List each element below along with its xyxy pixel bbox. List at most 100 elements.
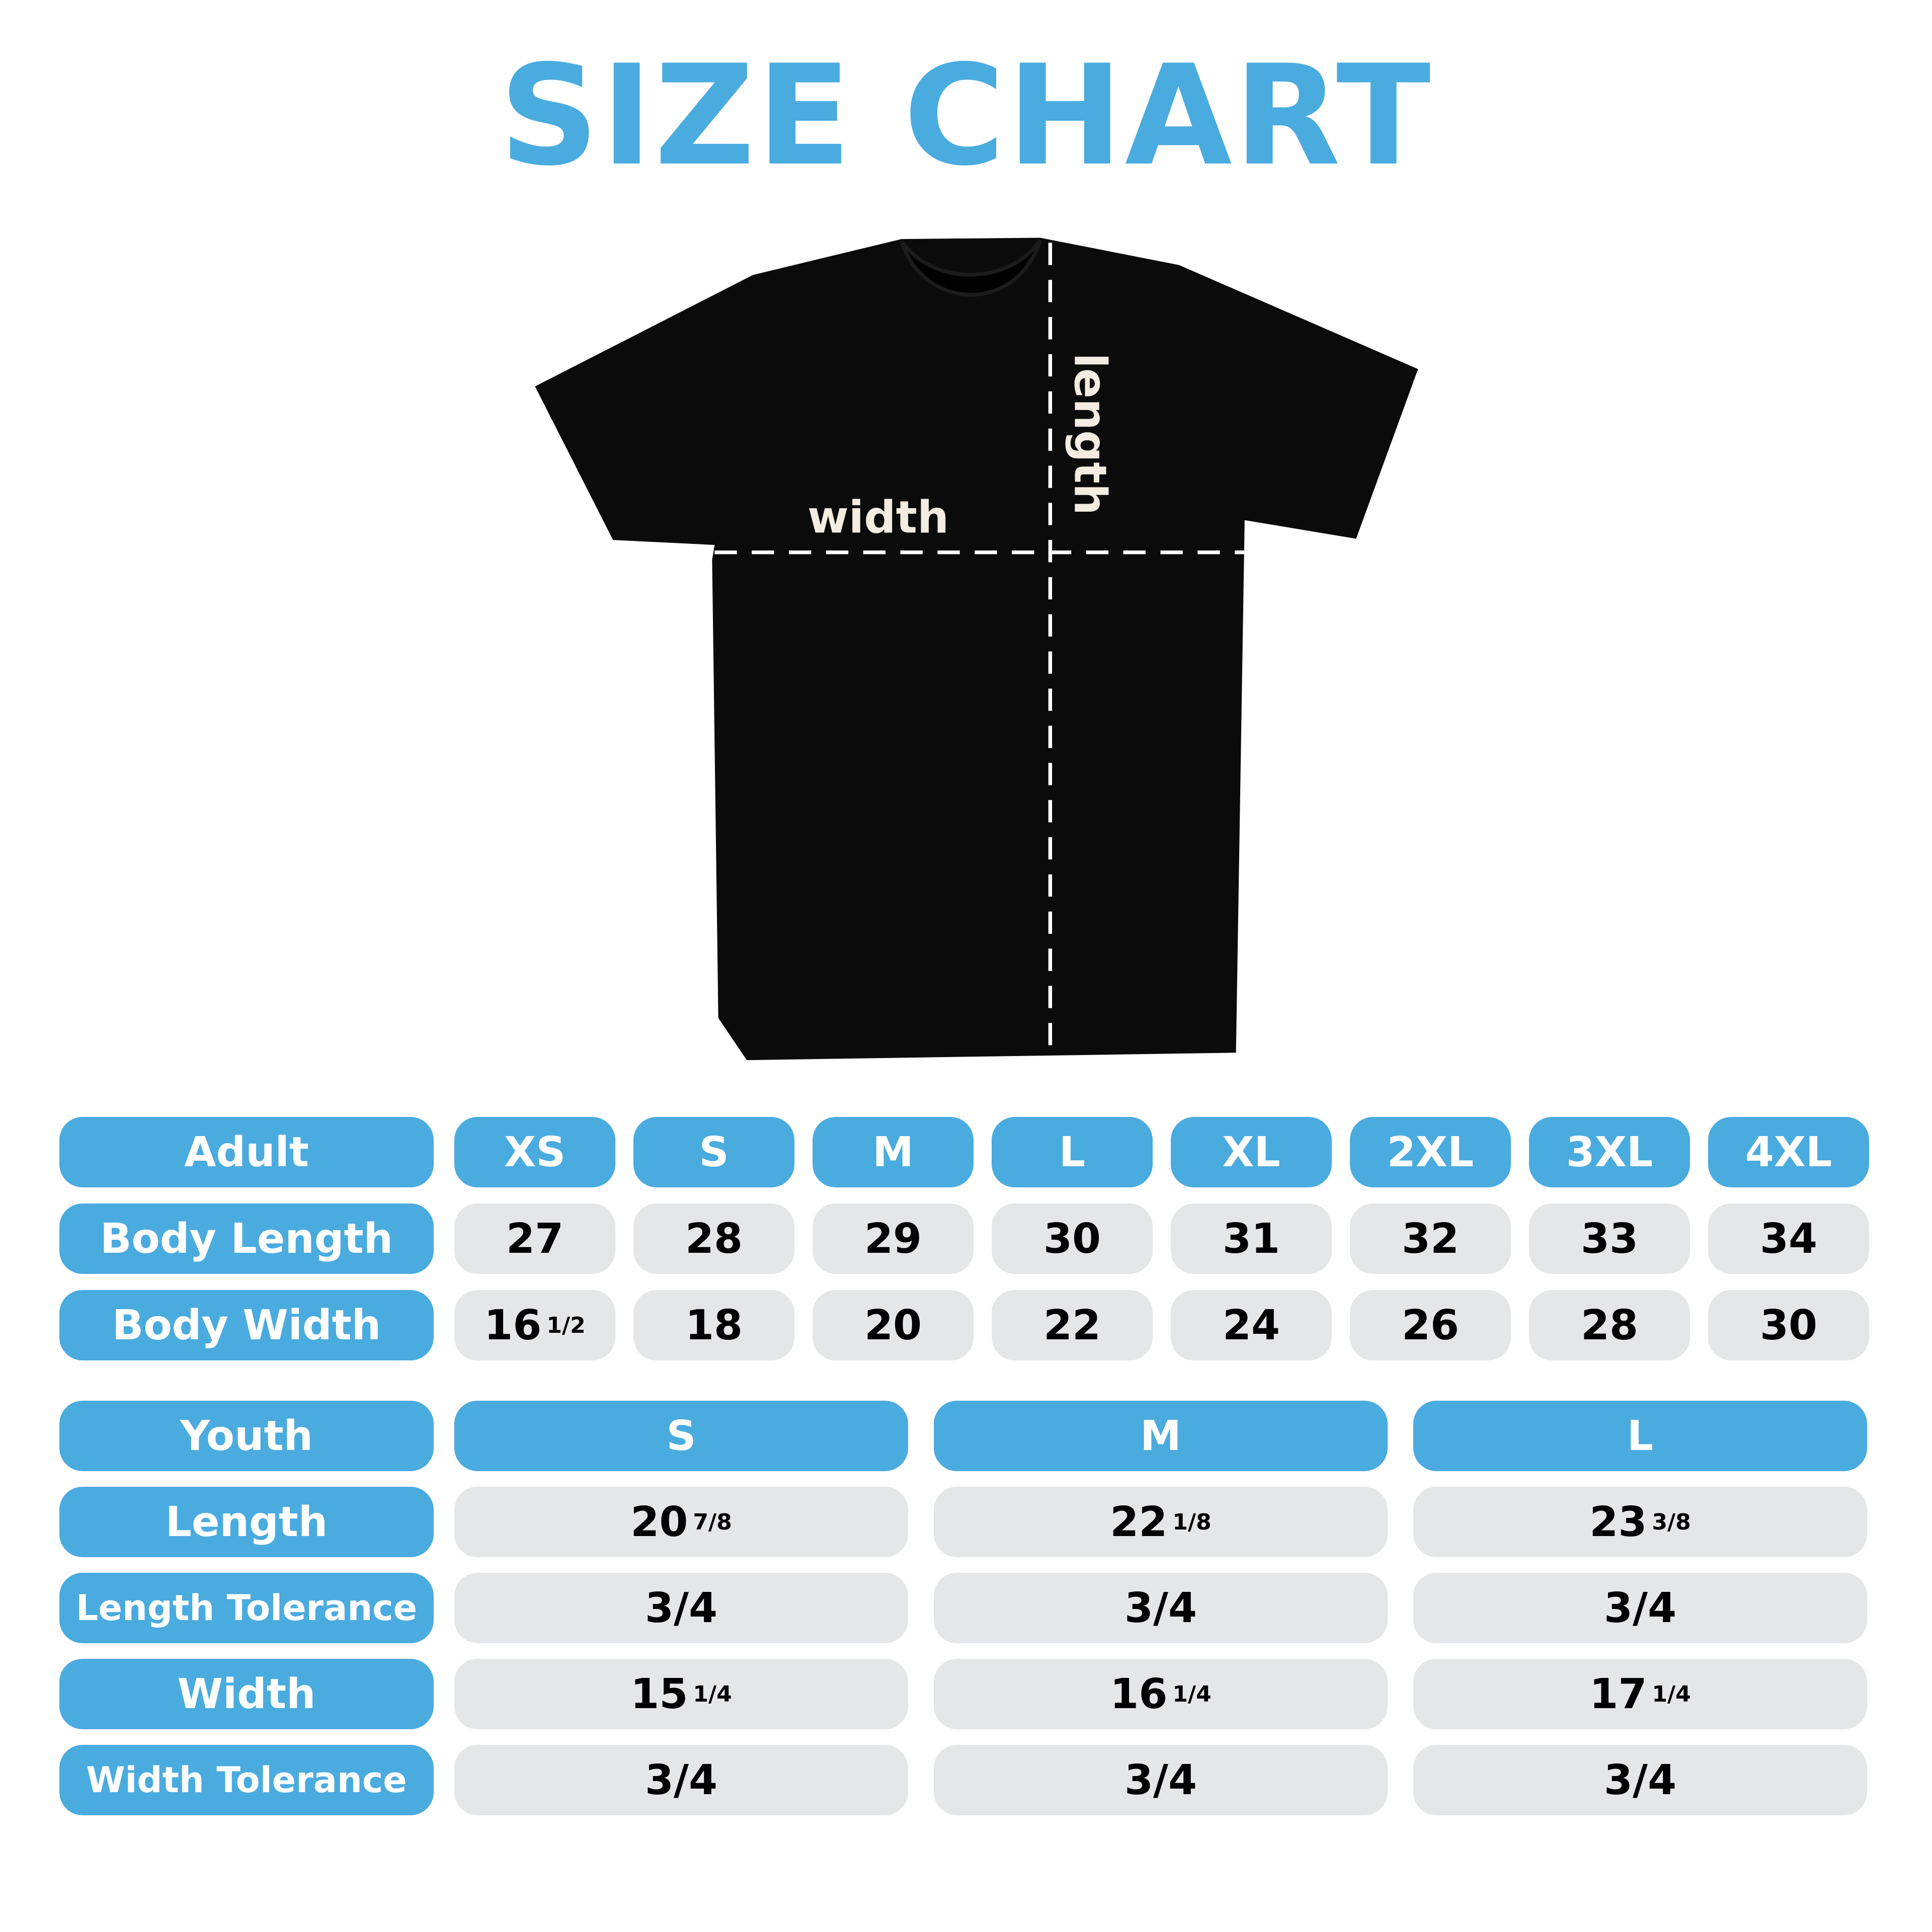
row-label: Body Length: [59, 1203, 434, 1274]
row-label-text: Body Width: [112, 1301, 381, 1349]
value-fraction: 1/2: [546, 1312, 586, 1338]
value-whole: 26: [1401, 1301, 1460, 1349]
value-whole: 3/4: [1603, 1756, 1677, 1804]
value-cell: 33: [1529, 1203, 1690, 1274]
value-cell: 3/4: [454, 1573, 908, 1643]
value-cell: 34: [1708, 1203, 1869, 1274]
size-label: L: [1059, 1128, 1086, 1176]
value-cell: 3/4: [934, 1573, 1388, 1643]
row-label-text: Length Tolerance: [75, 1587, 418, 1629]
page-title: SIZE CHART: [499, 35, 1433, 196]
value-whole: 30: [1043, 1215, 1101, 1263]
value-cell: 22: [992, 1290, 1153, 1360]
value-cell: 3/4: [1413, 1745, 1867, 1815]
size-label: XL: [1222, 1128, 1280, 1176]
value-cell: 3/4: [454, 1745, 908, 1815]
value-whole: 20: [864, 1301, 922, 1349]
value-cell: 16 1/2: [454, 1290, 615, 1360]
size-header-m: M: [813, 1117, 974, 1187]
row-label-text: Length: [165, 1498, 328, 1546]
value-whole: 28: [685, 1215, 743, 1263]
size-header-2xl: 2XL: [1350, 1117, 1511, 1187]
value-cell: 27: [454, 1203, 615, 1274]
size-label: S: [666, 1412, 696, 1460]
value-whole: 16: [484, 1301, 542, 1349]
size-header-xl: XL: [1171, 1117, 1332, 1187]
value-fraction: 1/4: [1652, 1681, 1691, 1707]
value-fraction: 1/4: [1172, 1681, 1212, 1707]
adult-header: Adult: [59, 1117, 434, 1187]
value-whole: 3/4: [1124, 1756, 1197, 1804]
size-label: 2XL: [1387, 1128, 1474, 1176]
value-whole: 3/4: [645, 1584, 718, 1632]
size-label: 4XL: [1745, 1128, 1832, 1176]
value-cell: 23 3/8: [1413, 1487, 1867, 1557]
row-label: Length Tolerance: [59, 1573, 434, 1643]
value-cell: 15 1/4: [454, 1659, 908, 1729]
youth-header: Youth: [59, 1401, 434, 1471]
size-header-4xl: 4XL: [1708, 1117, 1869, 1187]
row-label: Length: [59, 1487, 434, 1557]
value-whole: 16: [1110, 1670, 1168, 1718]
row-label-text: Width Tolerance: [86, 1759, 407, 1801]
value-whole: 3/4: [1603, 1584, 1677, 1632]
row-label: Width: [59, 1659, 434, 1729]
value-cell: 26: [1350, 1290, 1511, 1360]
value-fraction: 1/4: [693, 1681, 732, 1707]
value-whole: 18: [685, 1301, 743, 1349]
value-whole: 22: [1110, 1498, 1168, 1546]
value-whole: 34: [1759, 1215, 1818, 1263]
value-whole: 28: [1580, 1301, 1639, 1349]
value-cell: 29: [813, 1203, 974, 1274]
value-cell: 17 1/4: [1413, 1659, 1867, 1729]
row-label-text: Width: [177, 1670, 316, 1718]
row-label: Width Tolerance: [59, 1745, 434, 1815]
length-label: length: [1065, 353, 1116, 515]
value-cell: 20 7/8: [454, 1487, 908, 1557]
size-label: M: [1140, 1412, 1181, 1460]
value-cell: 16 1/4: [934, 1659, 1388, 1729]
tshirt-collar: [900, 239, 1042, 297]
value-cell: 18: [633, 1290, 794, 1360]
tshirt-body: [535, 237, 1418, 1061]
row-label: Body Width: [59, 1290, 434, 1360]
youth-size-header-s: S: [454, 1401, 908, 1471]
value-cell: 24: [1171, 1290, 1332, 1360]
value-cell: 32: [1350, 1203, 1511, 1274]
size-label: L: [1627, 1412, 1654, 1460]
value-whole: 31: [1222, 1215, 1280, 1263]
value-cell: 28: [633, 1203, 794, 1274]
size-header-xs: XS: [454, 1117, 615, 1187]
value-fraction: 1/8: [1172, 1509, 1212, 1535]
value-whole: 30: [1759, 1301, 1818, 1349]
value-cell: 31: [1171, 1203, 1332, 1274]
size-header-3xl: 3XL: [1529, 1117, 1690, 1187]
value-whole: 27: [506, 1215, 564, 1263]
value-fraction: 7/8: [693, 1509, 732, 1535]
value-whole: 33: [1580, 1215, 1639, 1263]
value-whole: 3/4: [645, 1756, 718, 1804]
value-whole: 32: [1401, 1215, 1460, 1263]
size-label: S: [699, 1128, 729, 1176]
value-cell: 20: [813, 1290, 974, 1360]
value-cell: 3/4: [934, 1745, 1388, 1815]
value-whole: 22: [1043, 1301, 1101, 1349]
value-cell: 30: [1708, 1290, 1869, 1360]
value-fraction: 3/8: [1652, 1509, 1691, 1535]
value-whole: 3/4: [1124, 1584, 1197, 1632]
header-label: Adult: [184, 1128, 309, 1176]
value-cell: 22 1/8: [934, 1487, 1388, 1557]
header-label: Youth: [180, 1412, 313, 1460]
value-whole: 15: [630, 1670, 688, 1718]
row-label-text: Body Length: [100, 1215, 393, 1263]
size-label: M: [872, 1128, 914, 1176]
value-whole: 29: [864, 1215, 922, 1263]
youth-size-header-m: M: [934, 1401, 1388, 1471]
size-label: 3XL: [1566, 1128, 1653, 1176]
size-header-s: S: [633, 1117, 794, 1187]
width-label: width: [808, 491, 949, 543]
value-cell: 28: [1529, 1290, 1690, 1360]
size-label: XS: [504, 1128, 566, 1176]
value-whole: 17: [1589, 1670, 1647, 1718]
